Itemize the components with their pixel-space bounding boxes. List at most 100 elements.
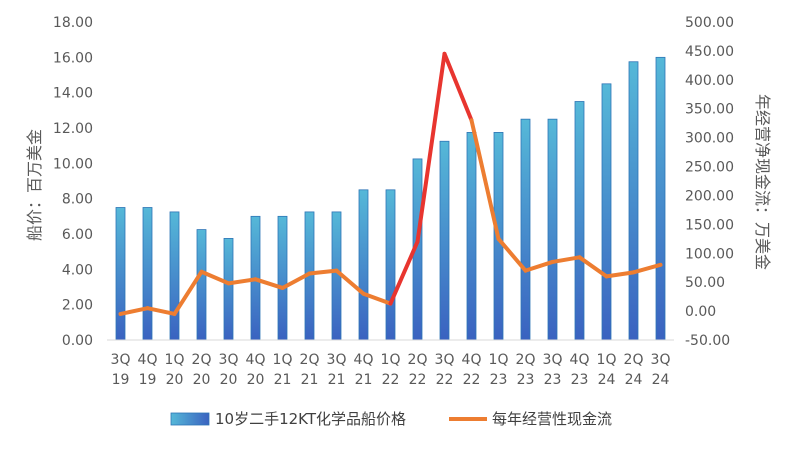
y-left-tick-label: 2.00 (62, 298, 93, 314)
line-segment (388, 239, 420, 306)
line-segment (415, 51, 447, 244)
line-segment (361, 291, 393, 306)
y-right-tick-label: -50.00 (685, 333, 730, 349)
legend-bar-label: 10岁二手12KT化学品船价格 (215, 410, 406, 428)
y-left-tick-label: 8.00 (62, 192, 93, 208)
bar-3Q-21 (331, 211, 342, 341)
legend-bar-swatch (170, 412, 210, 426)
x-tick-label-top: 3Q (219, 352, 239, 368)
x-tick-label-bottom: 20 (220, 372, 238, 388)
line-segment (145, 306, 177, 316)
line-segment (631, 262, 663, 275)
y-right-tick-label: 500.00 (685, 15, 734, 31)
y-left-tick-label: 18.00 (53, 15, 93, 31)
x-tick-label-bottom: 22 (463, 372, 481, 388)
x-tick-label-bottom: 23 (544, 372, 562, 388)
x-tick-label-top: 3Q (111, 352, 131, 368)
x-tick-label-top: 1Q (273, 352, 293, 368)
line-series (118, 51, 663, 316)
bar-2Q-23 (520, 118, 531, 341)
bar-4Q-22 (466, 132, 477, 341)
x-tick-label-bottom: 23 (571, 372, 589, 388)
x-tick-label-top: 3Q (543, 352, 563, 368)
x-tick-label-top: 1Q (489, 352, 509, 368)
line-segment (226, 277, 258, 286)
line-segment (469, 118, 501, 241)
line-segment (523, 259, 555, 273)
bar-3Q-22 (439, 140, 450, 341)
line-segment (172, 269, 204, 316)
x-tick-label-bottom: 22 (382, 372, 400, 388)
x-tick-label-top: 4Q (462, 352, 482, 368)
bar-3Q-24 (655, 56, 666, 341)
bar-1Q-22 (385, 189, 396, 341)
bar-2Q-20 (196, 229, 207, 341)
line-segment (334, 268, 366, 296)
y-right-tick-label: 350.00 (685, 102, 734, 118)
line-segment (496, 236, 528, 273)
x-tick-label-top: 2Q (300, 352, 320, 368)
y-right-tick-label: 400.00 (685, 73, 734, 89)
x-tick-label-bottom: 21 (274, 372, 292, 388)
x-tick-label-bottom: 23 (490, 372, 508, 388)
bar-series (115, 56, 666, 341)
line-segment (199, 269, 231, 286)
x-tick-label-bottom: 24 (598, 372, 616, 388)
x-tick-label-top: 2Q (192, 352, 212, 368)
line-segment (604, 270, 636, 279)
bar-4Q-19 (142, 207, 153, 341)
x-tick-label-bottom: 20 (166, 372, 184, 388)
line-segment (253, 277, 285, 290)
line-segment (307, 268, 339, 276)
y-left-tick-label: 0.00 (62, 333, 93, 349)
x-tick-label-bottom: 20 (247, 372, 265, 388)
x-tick-label-top: 1Q (597, 352, 617, 368)
right-axis-ticks: -50.00 0.00 50.00 100.00 150.00 200.00 250.00 3… (685, 15, 734, 349)
x-axis-ticks: 3Q 19 4Q 19 1Q 20 2Q 20 3Q 20 4Q 20 1Q 21 2Q 21 3Q 21 4Q 21… (111, 352, 671, 388)
line-segment (577, 255, 609, 279)
legend-line-label: 每年经营性现金流 (492, 410, 612, 428)
x-tick-label-bottom: 21 (355, 372, 373, 388)
y-left-tick-label: 4.00 (62, 262, 93, 278)
x-tick-label-top: 4Q (354, 352, 374, 368)
y-right-tick-label: 100.00 (685, 246, 734, 262)
y-left-tick-label: 16.00 (53, 50, 93, 66)
x-tick-label-bottom: 19 (139, 372, 157, 388)
x-tick-label-bottom: 20 (193, 372, 211, 388)
x-tick-label-bottom: 23 (517, 372, 535, 388)
x-tick-label-bottom: 22 (409, 372, 427, 388)
y-right-tick-label: 300.00 (685, 131, 734, 147)
line-segment (550, 255, 582, 264)
x-tick-label-top: 2Q (408, 352, 428, 368)
line-segment (280, 271, 312, 290)
bar-2Q-24 (628, 61, 639, 341)
legend: 10岁二手12KT化学品船价格 每年经营性现金流 (170, 410, 612, 428)
y-right-tick-label: 250.00 (685, 160, 734, 176)
y-left-tick-label: 6.00 (62, 227, 93, 243)
x-tick-label-top: 1Q (165, 352, 185, 368)
y-right-tick-label: 450.00 (685, 44, 734, 60)
x-tick-label-top: 4Q (138, 352, 158, 368)
x-tick-label-top: 1Q (381, 352, 401, 368)
line-segment (118, 306, 150, 316)
x-tick-label-top: 2Q (624, 352, 644, 368)
x-tick-label-top: 3Q (327, 352, 347, 368)
y-left-tick-label: 12.00 (53, 121, 93, 137)
line-segment (442, 51, 474, 123)
x-tick-label-top: 4Q (246, 352, 266, 368)
bar-4Q-21 (358, 189, 369, 341)
bar-1Q-24 (601, 83, 612, 341)
bar-1Q-21 (277, 215, 288, 341)
y-right-tick-label: 50.00 (685, 275, 725, 291)
bar-3Q-19 (115, 207, 126, 341)
bar-4Q-23 (574, 101, 585, 341)
y-axis-left-title: 船价：百万美金 (25, 129, 44, 241)
y-left-tick-label: 10.00 (53, 156, 93, 172)
x-tick-label-bottom: 24 (652, 372, 670, 388)
x-tick-label-top: 2Q (516, 352, 536, 368)
x-tick-label-bottom: 21 (328, 372, 346, 388)
x-tick-label-top: 3Q (651, 352, 671, 368)
x-tick-label-top: 4Q (570, 352, 590, 368)
y-left-tick-label: 14.00 (53, 86, 93, 102)
